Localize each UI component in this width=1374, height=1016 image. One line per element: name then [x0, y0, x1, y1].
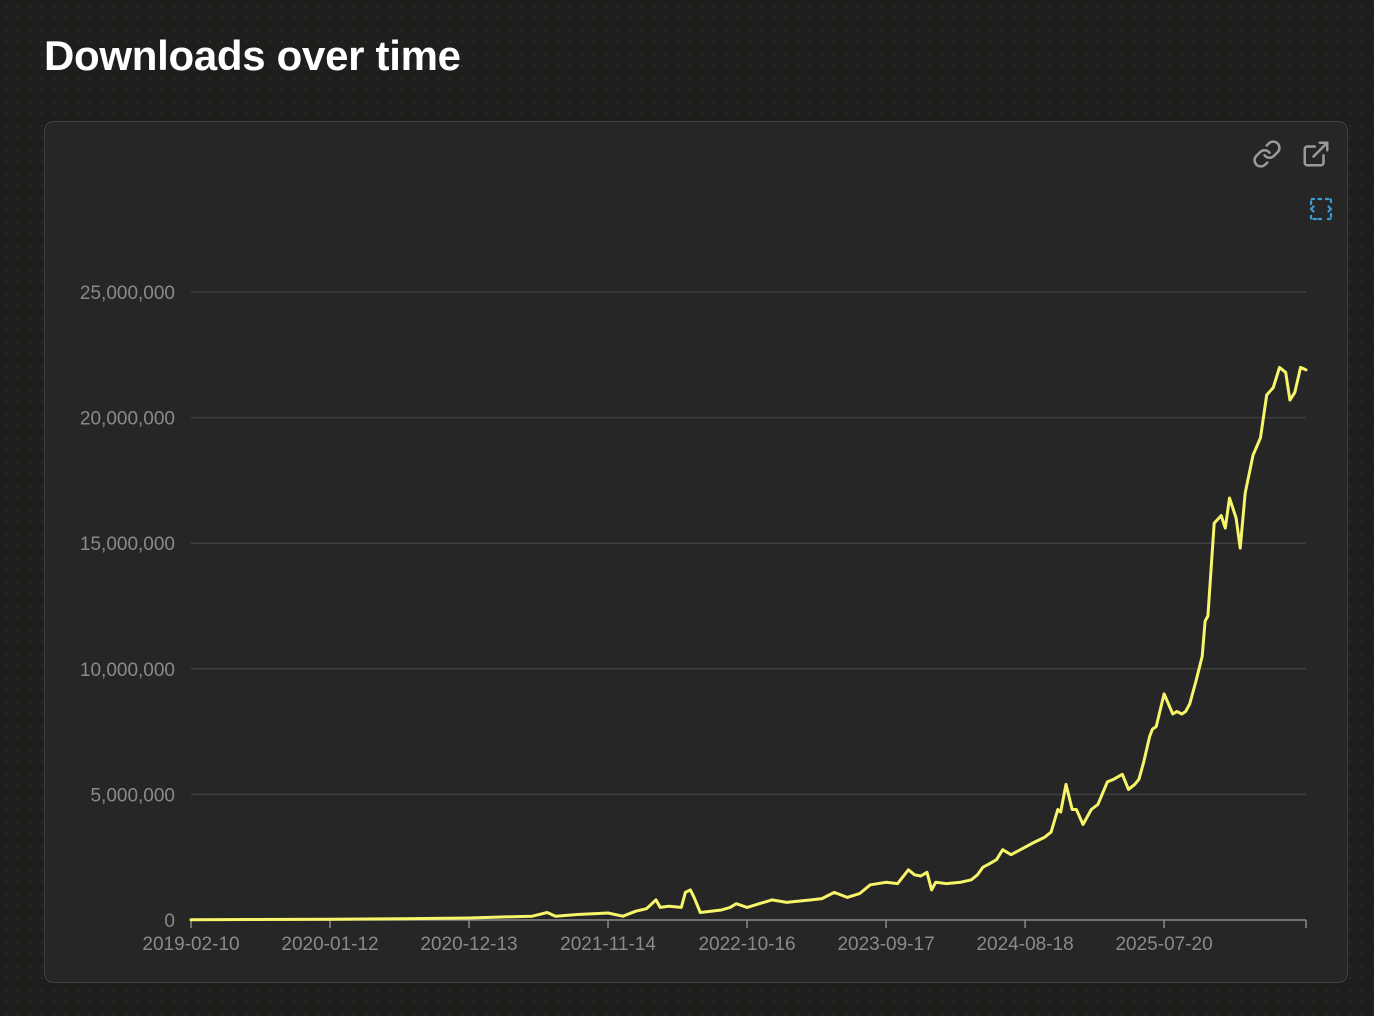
downloads-series-line — [189, 365, 1308, 922]
y-tick-label: 0 — [164, 911, 175, 932]
x-tick-label: 2020-01-12 — [281, 934, 378, 955]
x-tick-label: 2023-09-17 — [837, 934, 934, 955]
x-tick-label: 2021-11-14 — [560, 934, 656, 955]
x-tick-label: 2024-08-18 — [976, 934, 1073, 955]
y-axis-labels: 0 5,000,000 10,000,000 15,000,000 20,000,000… — [80, 283, 175, 932]
y-tick-label: 15,000,000 — [80, 534, 175, 555]
chart-card: 0 5,000,000 10,000,000 15,000,000 20,000,000… — [44, 121, 1348, 983]
downloads-line-chart: 0 5,000,000 10,000,000 15,000,000 20,000,000… — [80, 283, 1308, 955]
page-title: Downloads over time — [44, 32, 461, 79]
link-icon[interactable] — [1250, 137, 1284, 171]
x-tick-label: 2022-10-16 — [698, 934, 795, 955]
y-tick-label: 20,000,000 — [80, 409, 175, 430]
grid-lines — [191, 291, 1306, 796]
external-link-icon[interactable] — [1299, 137, 1333, 171]
x-tick-label: 2020-12-13 — [420, 934, 517, 955]
x-axis — [190, 919, 1307, 928]
x-tick-label: 2019-02-10 — [142, 934, 239, 955]
x-axis-labels: 2019-02-10 2020-01-12 2020-12-13 2021-11-14… — [142, 934, 1212, 955]
y-tick-label: 5,000,000 — [90, 785, 175, 806]
y-tick-label: 25,000,000 — [80, 283, 175, 304]
series-layer — [189, 365, 1308, 922]
fullscreen-icon[interactable] — [1304, 192, 1338, 226]
y-tick-label: 10,000,000 — [80, 660, 175, 681]
x-tick-label: 2025-07-20 — [1115, 934, 1212, 955]
